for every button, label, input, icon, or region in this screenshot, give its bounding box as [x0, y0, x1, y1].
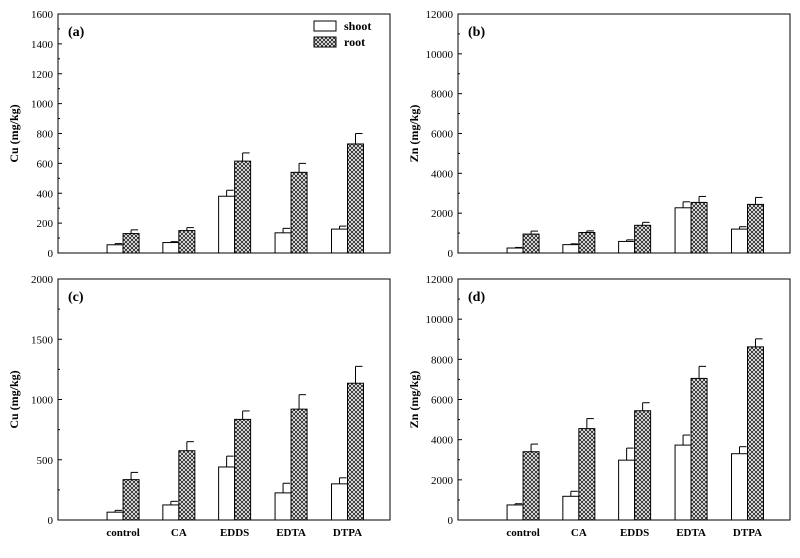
y-tick-label: 1500 [31, 334, 54, 346]
y-tick-label: 12000 [426, 274, 454, 286]
y-tick-label: 0 [48, 248, 54, 260]
bar-root-control [522, 233, 540, 254]
bar-shoot-CA [562, 244, 580, 254]
y-tick-label: 0 [48, 515, 54, 527]
y-tick-label: 2000 [431, 208, 454, 220]
bar-shoot-EDTA [274, 232, 292, 254]
bar-shoot-EDTA [274, 492, 292, 521]
bar-shoot-control [106, 244, 124, 254]
bar-root-control [522, 451, 540, 521]
bar-shoot-DTPA [331, 228, 349, 254]
y-tick-label: 1000 [31, 395, 54, 407]
x-tick-label: control [106, 527, 139, 539]
y-axis-label: Cu (mg/kg) [7, 370, 21, 428]
y-tick-label: 1400 [31, 39, 54, 51]
y-tick-label: 8000 [431, 354, 454, 366]
bar-shoot-DTPA [731, 453, 749, 521]
panel-label: (b) [468, 25, 485, 40]
bar-shoot-control [506, 247, 524, 254]
y-tick-label: 400 [37, 188, 54, 200]
x-tick-label: CA [571, 527, 587, 539]
bar-root-EDDS [634, 410, 652, 521]
bar-shoot-CA [162, 504, 180, 521]
y-tick-label: 2000 [31, 274, 54, 286]
bar-shoot-DTPA [731, 228, 749, 254]
y-tick-label: 600 [37, 158, 54, 170]
bar-root-EDDS [234, 160, 252, 254]
x-tick-label: EDDS [220, 527, 249, 539]
panel-label: (a) [68, 25, 85, 40]
y-axis-label: Zn (mg/kg) [407, 105, 421, 163]
y-tick-label: 6000 [431, 395, 454, 407]
bar-shoot-CA [162, 242, 180, 254]
y-tick-label: 1200 [31, 69, 54, 81]
legend-label-root: root [344, 35, 365, 49]
bar-shoot-DTPA [331, 483, 349, 521]
bar-root-DTPA [747, 203, 765, 254]
plot-frame [457, 13, 791, 254]
legend-swatch-shoot [313, 20, 337, 32]
bar-shoot-EDTA [674, 207, 692, 254]
y-tick-label: 4000 [431, 435, 454, 447]
y-tick-label: 0 [448, 248, 454, 260]
bar-shoot-EDDS [218, 195, 236, 254]
bar-root-EDTA [290, 408, 308, 521]
x-tick-label: DTPA [333, 527, 362, 539]
x-tick-label: control [506, 527, 539, 539]
x-tick-label: EDTA [676, 527, 706, 539]
panel-label: (d) [468, 290, 485, 305]
bar-shoot-EDDS [618, 459, 636, 521]
y-axis-label: Cu (mg/kg) [7, 104, 21, 162]
y-tick-label: 500 [37, 455, 54, 467]
bar-root-DTPA [347, 382, 365, 521]
y-tick-label: 12000 [426, 9, 454, 21]
bar-root-EDDS [234, 418, 252, 521]
y-tick-label: 200 [37, 218, 54, 230]
panel-b: 0 2000 4000 6000 8000 10000 12000 Zn (mg/kg) (b) [407, 9, 791, 260]
bar-root-DTPA [347, 143, 365, 254]
bar-root-DTPA [747, 346, 765, 521]
bar-root-control [122, 233, 140, 254]
y-tick-label: 1600 [31, 9, 54, 21]
bar-root-EDDS [634, 224, 652, 254]
x-tick-label: EDTA [276, 527, 306, 539]
panel-c: 0 500 1000 1500 2000 Cu (mg/kg) (c) control CA ED… [7, 274, 391, 539]
panel-d: 0 2000 4000 6000 8000 10000 12000 Zn (mg/kg) (d)… [407, 274, 791, 539]
y-axis-label: Zn (mg/kg) [407, 371, 421, 429]
bar-shoot-control [106, 511, 124, 521]
bar-root-control [122, 479, 140, 521]
bar-root-EDTA [690, 377, 708, 521]
bar-root-EDTA [690, 201, 708, 254]
y-tick-label: 10000 [426, 49, 454, 61]
legend-swatch-root [313, 36, 337, 48]
bar-shoot-EDDS [618, 240, 636, 254]
y-tick-label: 2000 [431, 475, 454, 487]
bar-root-CA [578, 428, 596, 521]
y-tick-label: 8000 [431, 89, 454, 101]
y-tick-label: 6000 [431, 129, 454, 141]
y-tick-label: 10000 [426, 314, 454, 326]
y-tick-label: 0 [448, 515, 454, 527]
y-tick-label: 800 [37, 129, 54, 141]
bar-root-CA [578, 231, 596, 254]
x-tick-label: CA [171, 527, 187, 539]
bar-shoot-EDTA [674, 444, 692, 521]
y-tick-label: 1000 [31, 99, 54, 111]
bar-root-EDTA [290, 171, 308, 254]
y-tick-label: 4000 [431, 168, 454, 180]
panel-label: (c) [68, 290, 84, 305]
bar-shoot-EDDS [218, 466, 236, 521]
bar-root-CA [178, 230, 196, 254]
bar-shoot-control [506, 504, 524, 521]
legend-label-shoot: shoot [344, 19, 371, 33]
bar-root-CA [178, 450, 196, 521]
panel-a: 0 200 400 600 800 1000 1200 1400 1600 Cu (mg/kg) (… [7, 9, 391, 260]
x-tick-label: EDDS [620, 527, 649, 539]
bar-shoot-CA [562, 495, 580, 521]
x-tick-label: DTPA [733, 527, 762, 539]
